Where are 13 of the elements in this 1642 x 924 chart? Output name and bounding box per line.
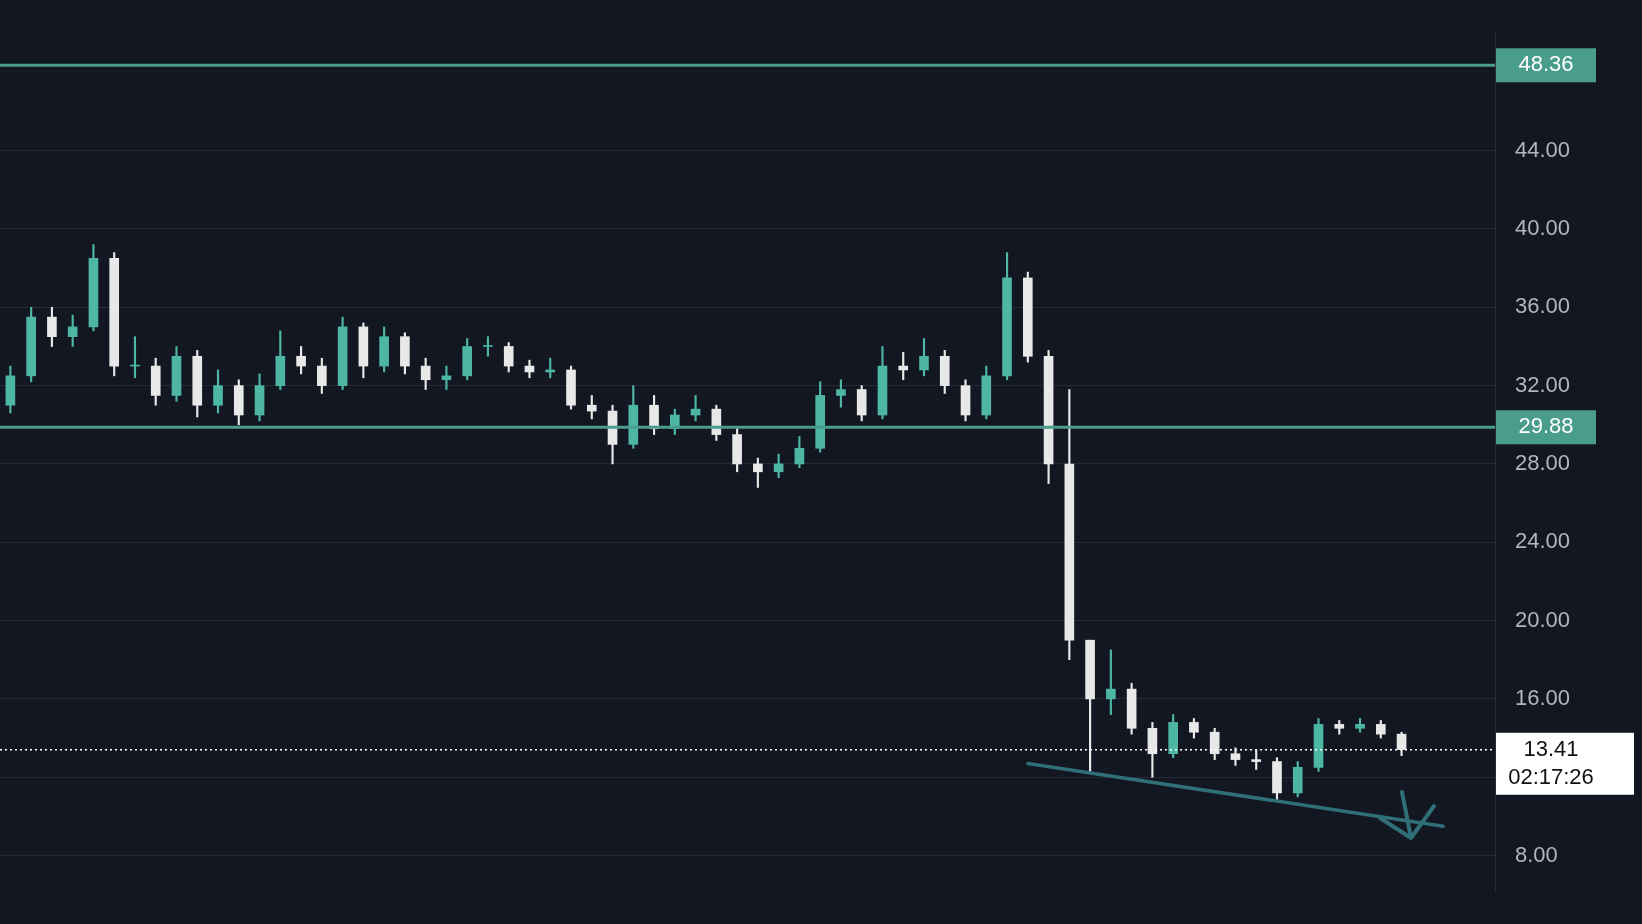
y-tick-label: 32.00	[1515, 371, 1571, 397]
y-tick-label: 20.00	[1515, 606, 1571, 632]
ref-line-label: 13.41	[1523, 735, 1579, 761]
y-tick-label: 36.00	[1515, 293, 1571, 319]
y-tick-label: 8.00	[1515, 841, 1558, 867]
y-tick-label: 40.00	[1515, 215, 1571, 241]
y-tick-label: 28.00	[1515, 450, 1571, 476]
ref-line-label: 29.88	[1518, 413, 1574, 439]
text: 02:17:26	[1508, 763, 1594, 789]
y-tick-label: 24.00	[1515, 528, 1571, 554]
ref-line-label: 48.36	[1518, 51, 1574, 77]
y-tick-label: 16.00	[1515, 684, 1571, 710]
y-tick-label: 44.00	[1515, 136, 1571, 162]
